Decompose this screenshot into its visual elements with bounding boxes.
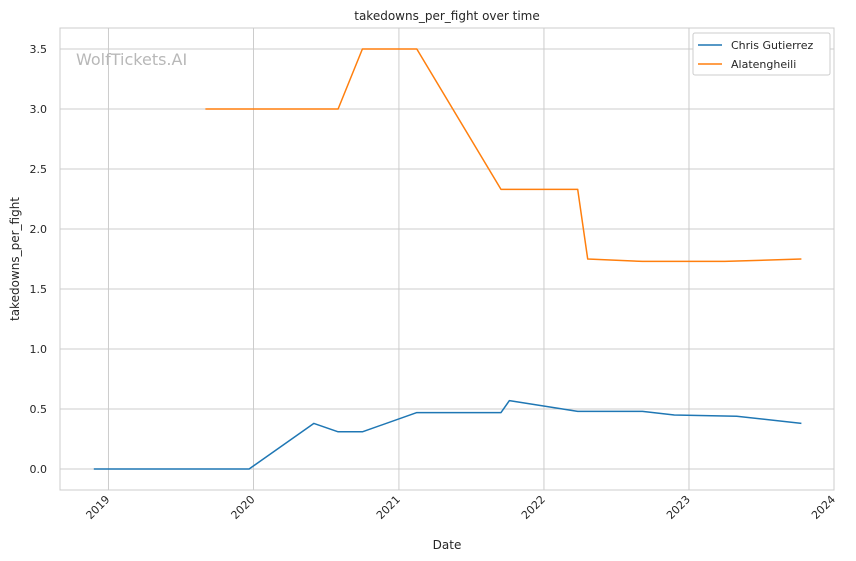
y-tick-label: 0.5 [30, 403, 48, 416]
y-tick-labels: 0.0 0.5 1.0 1.5 2.0 2.5 3.0 3.5 [30, 43, 48, 476]
y-tick-label: 1.0 [30, 343, 48, 356]
chart-title: takedowns_per_fight over time [354, 9, 540, 23]
y-tick-label: 2.5 [30, 163, 48, 176]
x-tick-label: 2022 [519, 493, 548, 522]
legend-box [692, 32, 831, 76]
series-line-alatengheili [205, 48, 802, 263]
y-tick-label: 3.5 [30, 43, 48, 56]
x-axis-label: Date [433, 538, 462, 552]
x-tick-label: 2019 [84, 493, 113, 522]
gridlines [60, 28, 835, 490]
y-tick-label: 1.5 [30, 283, 48, 296]
x-tick-label: 2020 [229, 493, 258, 522]
x-tick-label: 2024 [809, 493, 838, 522]
y-tick-label: 0.0 [30, 463, 48, 476]
y-axis-label: takedowns_per_fight [8, 197, 22, 321]
x-tick-label: 2023 [664, 493, 693, 522]
y-tick-label: 3.0 [30, 103, 48, 116]
series-lines [93, 48, 802, 470]
legend-label-alatengheili: Alatengheili [731, 58, 796, 71]
x-tick-labels: 2019 2020 2021 2022 2023 2024 [84, 493, 839, 522]
watermark: WolfTickets.AI [76, 50, 187, 69]
x-tick-label: 2021 [374, 493, 403, 522]
legend: Chris Gutierrez Alatengheili [692, 32, 831, 76]
series-line-chris-gutierrez [93, 399, 802, 470]
legend-label-chris-gutierrez: Chris Gutierrez [731, 39, 813, 52]
plot-area [59, 27, 835, 491]
y-tick-label: 2.0 [30, 223, 48, 236]
